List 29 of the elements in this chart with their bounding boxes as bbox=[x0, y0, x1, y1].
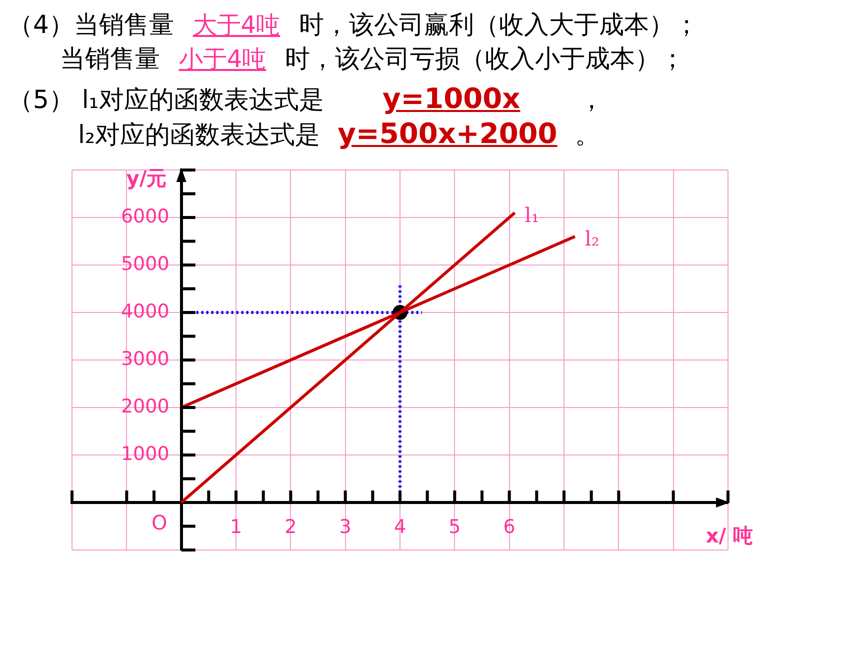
x-tick-label: 5 bbox=[448, 516, 461, 538]
y-tick-label: 5000 bbox=[120, 252, 170, 275]
text: y=1000x bbox=[381, 82, 522, 116]
text: 小于4吨 bbox=[178, 44, 268, 75]
text: 时，该公司赢利（收入大于成本）； bbox=[298, 10, 699, 39]
x-tick-label: 6 bbox=[503, 516, 516, 538]
text: 大于4吨 bbox=[192, 10, 282, 41]
x-tick-label: 2 bbox=[284, 516, 297, 538]
text: （5） l₁对应的函数表达式是 bbox=[8, 85, 324, 114]
x-tick-label: 4 bbox=[394, 516, 406, 538]
y-tick-label: 3000 bbox=[120, 348, 170, 370]
annotation: O bbox=[151, 510, 168, 535]
text: （4）当销售量 bbox=[8, 10, 174, 39]
x-axis-title: x/ 吨 bbox=[706, 524, 753, 548]
text: 当销售量 bbox=[60, 44, 160, 73]
text: ， bbox=[578, 85, 604, 114]
x-tick-label: 1 bbox=[230, 516, 242, 538]
series-label: l₂ bbox=[584, 226, 600, 251]
y-tick-label: 1000 bbox=[120, 442, 170, 465]
x-tick-label: 3 bbox=[339, 516, 352, 538]
y-tick-label: 2000 bbox=[120, 395, 170, 418]
text: y=500x+2000 bbox=[336, 117, 558, 151]
series-label: l₁ bbox=[524, 202, 540, 227]
y-tick-label: 6000 bbox=[120, 205, 170, 228]
y-tick-label: 4000 bbox=[120, 300, 170, 322]
text: 。 bbox=[574, 120, 600, 149]
text: l₂对应的函数表达式是 bbox=[78, 120, 320, 149]
text: 时，该公司亏损（收入小于成本）； bbox=[285, 44, 685, 73]
y-axis-title: y/元 bbox=[126, 166, 167, 190]
